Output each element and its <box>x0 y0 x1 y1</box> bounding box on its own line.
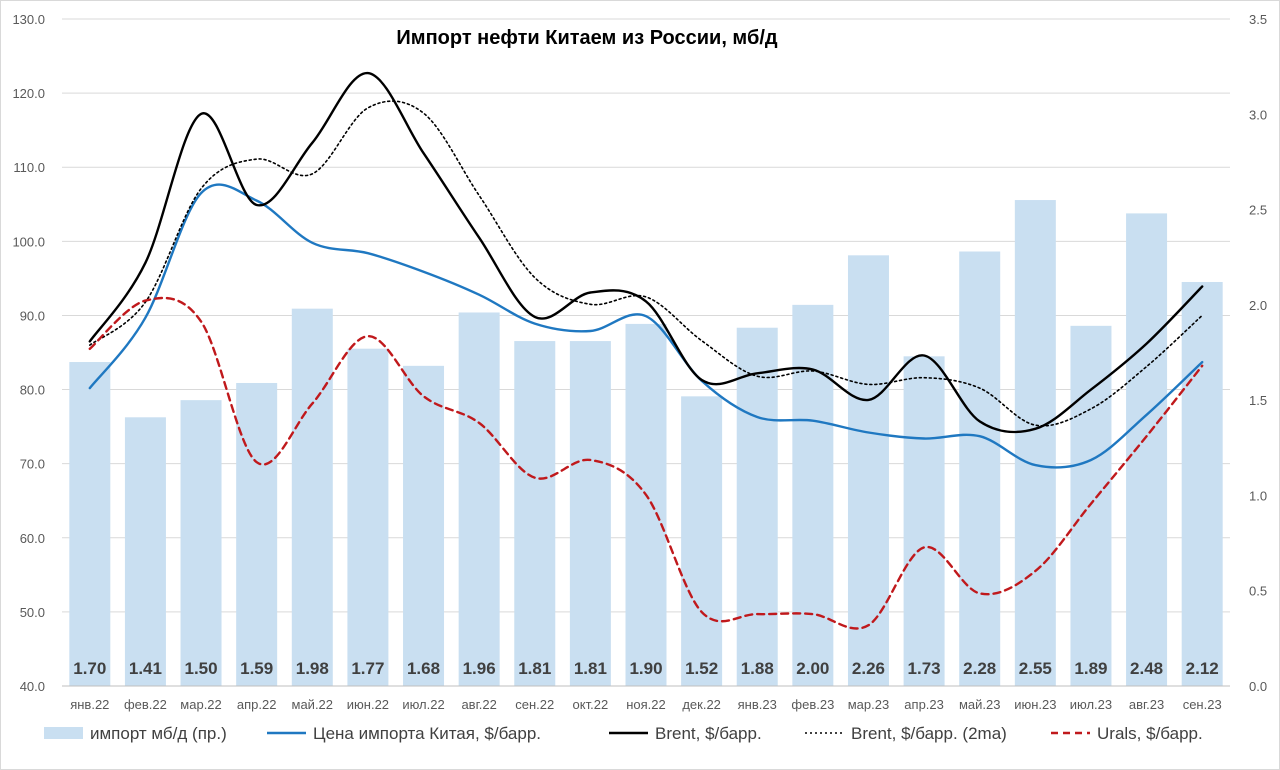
bar <box>681 396 723 686</box>
legend-entry: Цена импорта Китая, $/барр. <box>313 724 541 743</box>
bar-value-label: 1.68 <box>407 659 440 678</box>
legend-entry: Brent, $/барр. <box>655 724 762 743</box>
bar-value-label: 1.88 <box>741 659 774 678</box>
bar <box>458 312 500 686</box>
bar-value-label: 1.98 <box>296 659 329 678</box>
x-tick-label: фев.22 <box>124 697 167 712</box>
x-tick-label: апр.22 <box>237 697 277 712</box>
bar-value-label: 1.90 <box>629 659 662 678</box>
y-right-tick-label: 3.0 <box>1249 107 1267 122</box>
y-right-tick-label: 0.0 <box>1249 679 1267 694</box>
x-tick-label: апр.23 <box>904 697 944 712</box>
x-tick-label: июл.23 <box>1070 697 1112 712</box>
bar-value-label: 2.28 <box>963 659 996 678</box>
y-left-tick-label: 100.0 <box>12 234 45 249</box>
y-left-tick-label: 80.0 <box>20 383 45 398</box>
data-labels: 1.70 1.41 1.50 1.59 1.98 1.77 1.68 1.96 1.81 1.81… <box>73 659 1218 678</box>
legend-entry: импорт мб/д (пр.) <box>90 724 227 743</box>
x-tick-label: янв.22 <box>70 697 109 712</box>
x-tick-label: дек.22 <box>682 697 721 712</box>
x-tick-label: авг.23 <box>1129 697 1164 712</box>
y-left-tick-label: 50.0 <box>20 605 45 620</box>
y-right-tick-label: 0.5 <box>1249 584 1267 599</box>
x-tick-label: июн.23 <box>1014 697 1056 712</box>
legend-entry: Brent, $/барр. (2ma) <box>851 724 1007 743</box>
x-tick-label: фев.23 <box>791 697 834 712</box>
bar <box>124 417 166 686</box>
x-tick-label: сен.22 <box>515 697 554 712</box>
bar-value-label: 1.77 <box>351 659 384 678</box>
x-tick-label: май.22 <box>292 697 334 712</box>
x-tick-label: июн.22 <box>347 697 389 712</box>
y-left-tick-label: 120.0 <box>12 86 45 101</box>
bar-value-label: 1.81 <box>574 659 607 678</box>
bar-value-label: 1.50 <box>185 659 218 678</box>
bar <box>236 382 278 686</box>
y-left-tick-label: 70.0 <box>20 457 45 472</box>
y-left-tick-label: 60.0 <box>20 531 45 546</box>
bar-value-label: 1.70 <box>73 659 106 678</box>
bar <box>847 255 889 686</box>
bar-value-label: 1.96 <box>463 659 496 678</box>
x-tick-label: янв.23 <box>738 697 777 712</box>
x-tick-label: сен.23 <box>1183 697 1222 712</box>
x-tick-label: авг.22 <box>461 697 496 712</box>
y-right-tick-label: 1.5 <box>1249 393 1267 408</box>
bar-value-label: 1.81 <box>518 659 551 678</box>
bar <box>736 327 778 686</box>
line-series <box>88 71 1204 630</box>
bar-value-label: 2.12 <box>1186 659 1219 678</box>
bar-value-label: 2.55 <box>1019 659 1052 678</box>
bar-value-label: 2.26 <box>852 659 885 678</box>
series-line <box>88 71 1204 434</box>
bar <box>1014 200 1056 687</box>
bar-value-label: 1.41 <box>129 659 162 678</box>
y-left-tick-label: 110.0 <box>13 160 45 175</box>
bar <box>1070 325 1112 686</box>
bar <box>69 362 111 686</box>
legend-entry: Urals, $/барр. <box>1097 724 1203 743</box>
series-line <box>88 296 1204 630</box>
chart-title: Импорт нефти Китаем из России, мб/д <box>396 27 777 49</box>
bar-value-label: 2.48 <box>1130 659 1163 678</box>
bar <box>903 356 945 686</box>
x-tick-label: окт.22 <box>573 697 609 712</box>
x-tick-label: май.23 <box>959 697 1001 712</box>
y-right-tick-label: 2.5 <box>1249 203 1267 218</box>
x-tick-label: июл.22 <box>402 697 444 712</box>
bar-value-label: 2.00 <box>796 659 829 678</box>
x-tick-label: мар.22 <box>180 697 221 712</box>
bar <box>792 304 834 686</box>
series-line <box>88 183 1204 469</box>
bar <box>569 341 611 686</box>
bar <box>1181 281 1223 686</box>
bar <box>959 251 1001 687</box>
axes: 40.0 50.0 60.0 70.0 80.0 90.0 100.0 110.0 120.0 1… <box>12 12 1267 712</box>
x-tick-label: мар.23 <box>848 697 889 712</box>
x-tick-label: ноя.22 <box>626 697 666 712</box>
y-left-tick-label: 40.0 <box>20 679 45 694</box>
y-left-tick-label: 130.0 <box>12 12 45 27</box>
bar <box>625 323 667 686</box>
bar <box>347 348 389 686</box>
y-right-tick-label: 1.0 <box>1249 488 1267 503</box>
bar-value-label: 1.52 <box>685 659 718 678</box>
series-line <box>89 100 1203 427</box>
legend: импорт мб/д (пр.) Цена импорта Китая, $/б… <box>44 724 1203 743</box>
bar <box>291 308 333 686</box>
bar-series <box>69 200 1223 687</box>
bar-value-label: 1.59 <box>240 659 273 678</box>
bar-value-label: 1.89 <box>1074 659 1107 678</box>
bar-value-label: 1.73 <box>908 659 941 678</box>
y-left-tick-label: 90.0 <box>20 308 45 323</box>
bar <box>1126 213 1168 686</box>
bar <box>180 400 222 686</box>
y-right-tick-label: 2.0 <box>1249 298 1267 313</box>
bar <box>403 365 445 686</box>
legend-swatch <box>44 727 83 739</box>
y-right-tick-label: 3.5 <box>1249 12 1267 27</box>
bar <box>514 341 556 686</box>
